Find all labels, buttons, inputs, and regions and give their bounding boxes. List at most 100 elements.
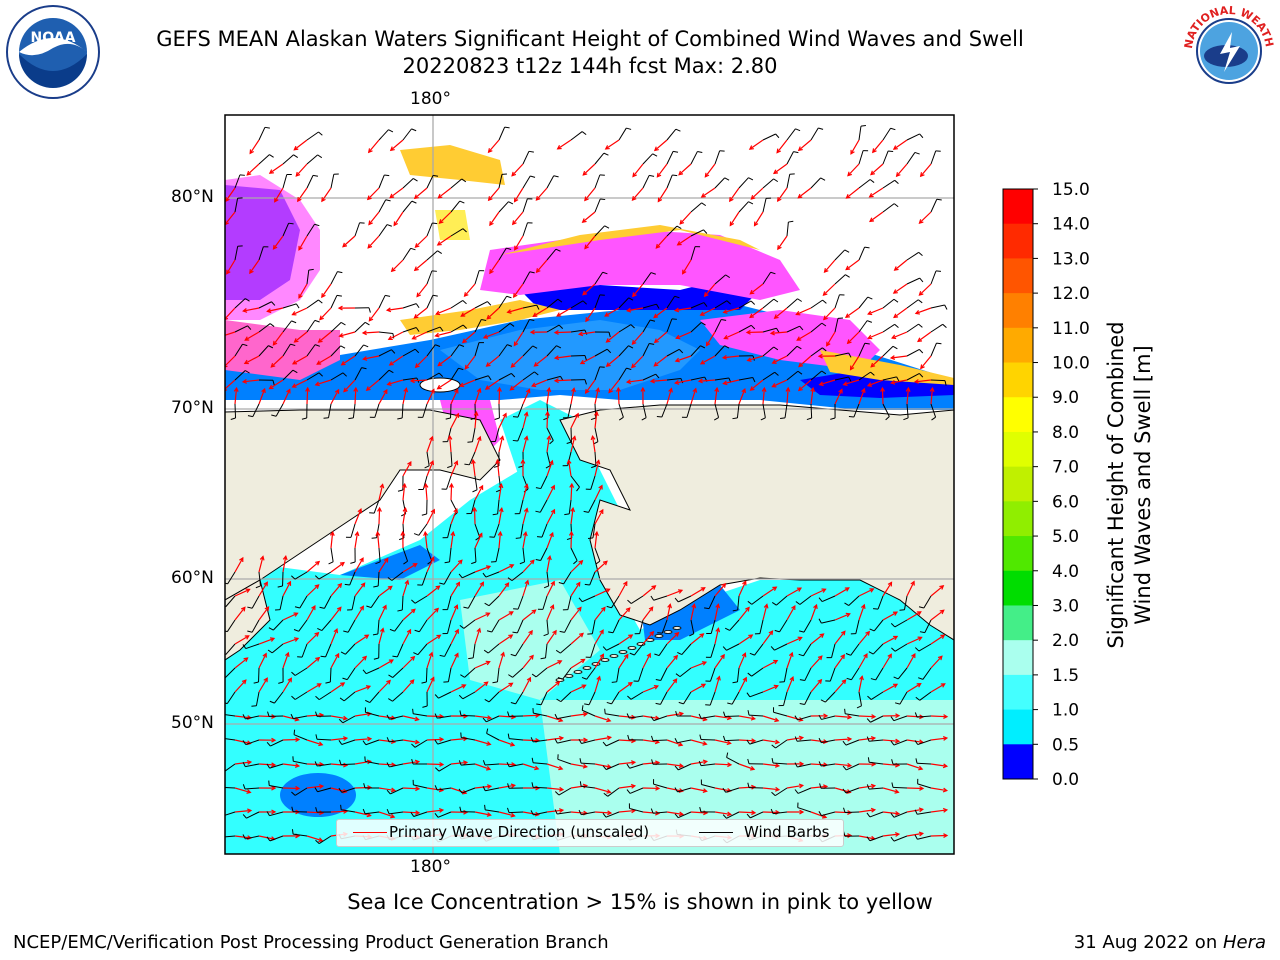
wind-barb-flag <box>344 583 350 586</box>
wind-barb <box>426 451 430 466</box>
wave-arrow-head <box>329 530 335 537</box>
wave-arrow-head <box>771 383 777 388</box>
wind-barb-flag <box>314 344 321 347</box>
wind-barb <box>488 595 500 607</box>
wave-direction-arrow <box>378 715 395 719</box>
wind-barb-flag <box>385 199 391 202</box>
wind-barb <box>834 274 846 285</box>
wind-barb-flag <box>556 698 562 703</box>
wave-direction-arrow <box>438 187 452 199</box>
wind-barb <box>786 174 791 189</box>
wind-barb <box>226 619 236 632</box>
wind-barb-flag <box>676 225 682 230</box>
wave-arrow-head <box>582 711 589 717</box>
wave-direction-arrow <box>378 585 393 597</box>
wave-direction-arrow <box>666 604 671 621</box>
wave-arrow-head <box>437 361 443 367</box>
wind-barb-flag <box>515 537 521 539</box>
wave-arrow-head <box>869 588 875 593</box>
wind-barb <box>851 667 860 681</box>
wave-direction-arrow <box>295 163 308 177</box>
wind-barb <box>618 403 624 418</box>
wave-direction-arrow <box>786 652 793 669</box>
wave-arrow-head <box>772 169 779 175</box>
wave-arrow-head <box>672 678 678 684</box>
wave-direction-arrow <box>834 654 845 669</box>
wind-barb <box>738 177 749 189</box>
wave-arrow-head <box>578 559 584 565</box>
wind-barb <box>462 691 476 700</box>
wind-barb <box>799 595 812 605</box>
wave-arrow-head <box>337 582 343 588</box>
wave-arrow-head <box>553 378 559 384</box>
wind-barb <box>463 619 476 629</box>
wind-barb-flag <box>291 671 296 676</box>
wind-barb-flag <box>437 250 443 254</box>
wave-arrow-head <box>631 196 637 202</box>
wind-barb <box>467 595 476 609</box>
wave-arrow-head <box>479 581 484 587</box>
wave-arrow-head <box>428 651 434 657</box>
colorbar-tick-label: 9.0 <box>1052 388 1079 408</box>
wind-barb <box>306 131 319 141</box>
wave-direction-arrow <box>234 607 246 621</box>
wave-arrow-head <box>850 149 855 155</box>
wave-direction-arrow <box>402 461 412 477</box>
wind-barb <box>354 222 361 237</box>
wind-barb-flag <box>919 133 924 139</box>
wave-direction-arrow <box>363 355 380 360</box>
wave-arrow-head <box>512 292 518 299</box>
wind-barb <box>714 300 728 309</box>
wave-direction-arrow <box>483 331 500 339</box>
wave-arrow-head <box>362 356 368 361</box>
wind-barb-flag <box>242 714 246 720</box>
wave-direction-arrow <box>699 379 716 382</box>
wave-arrow-head <box>844 313 851 319</box>
wave-direction-arrow <box>714 715 731 719</box>
wind-barb-flag <box>267 649 273 654</box>
wave-direction-arrow <box>225 307 236 320</box>
wave-arrow-head <box>580 658 586 664</box>
wind-barb <box>471 427 476 442</box>
wave-arrow-head <box>571 387 576 393</box>
colorbar-tick-label: 0.0 <box>1052 770 1079 790</box>
wind-barb <box>783 691 788 706</box>
wave-arrow-head <box>581 218 587 223</box>
wind-barb-flag <box>385 294 391 297</box>
wave-arrow-head <box>423 530 428 537</box>
wind-barb-flag <box>411 128 417 132</box>
wind-barb <box>666 318 673 333</box>
wind-barb <box>738 376 753 381</box>
wave-direction-arrow <box>678 163 692 176</box>
wave-direction-arrow <box>654 139 668 151</box>
wave-arrow-head <box>745 606 750 612</box>
wind-barb <box>560 643 572 654</box>
wave-direction-arrow <box>546 388 550 405</box>
wind-barb <box>606 643 620 651</box>
wave-direction-arrow <box>425 484 428 501</box>
wave-direction-arrow <box>546 532 554 549</box>
wind-barb-flag <box>611 681 617 683</box>
wave-direction-arrow <box>653 355 668 367</box>
wind-barb <box>633 643 644 656</box>
wave-arrow-head <box>383 557 389 563</box>
wind-barb-flag <box>655 702 661 705</box>
wind-barb <box>330 271 338 285</box>
wind-barb <box>906 323 919 333</box>
wind-barb <box>378 295 386 309</box>
wave-arrow-head <box>239 556 244 563</box>
wave-arrow-head <box>535 268 541 274</box>
wind-barb <box>345 643 356 655</box>
wind-barb <box>282 154 294 165</box>
wave-arrow-head <box>460 312 466 317</box>
wind-barb <box>930 379 946 382</box>
wind-barb <box>882 203 895 213</box>
wind-barb-flag <box>301 417 307 420</box>
wave-direction-arrow <box>472 460 476 477</box>
wind-barb-flag <box>584 583 590 586</box>
wind-barb <box>401 595 404 611</box>
wave-arrow-head <box>434 607 440 613</box>
wave-arrow-head <box>678 711 685 717</box>
wave-direction-arrow <box>234 635 250 645</box>
wave-direction-arrow <box>750 379 764 391</box>
